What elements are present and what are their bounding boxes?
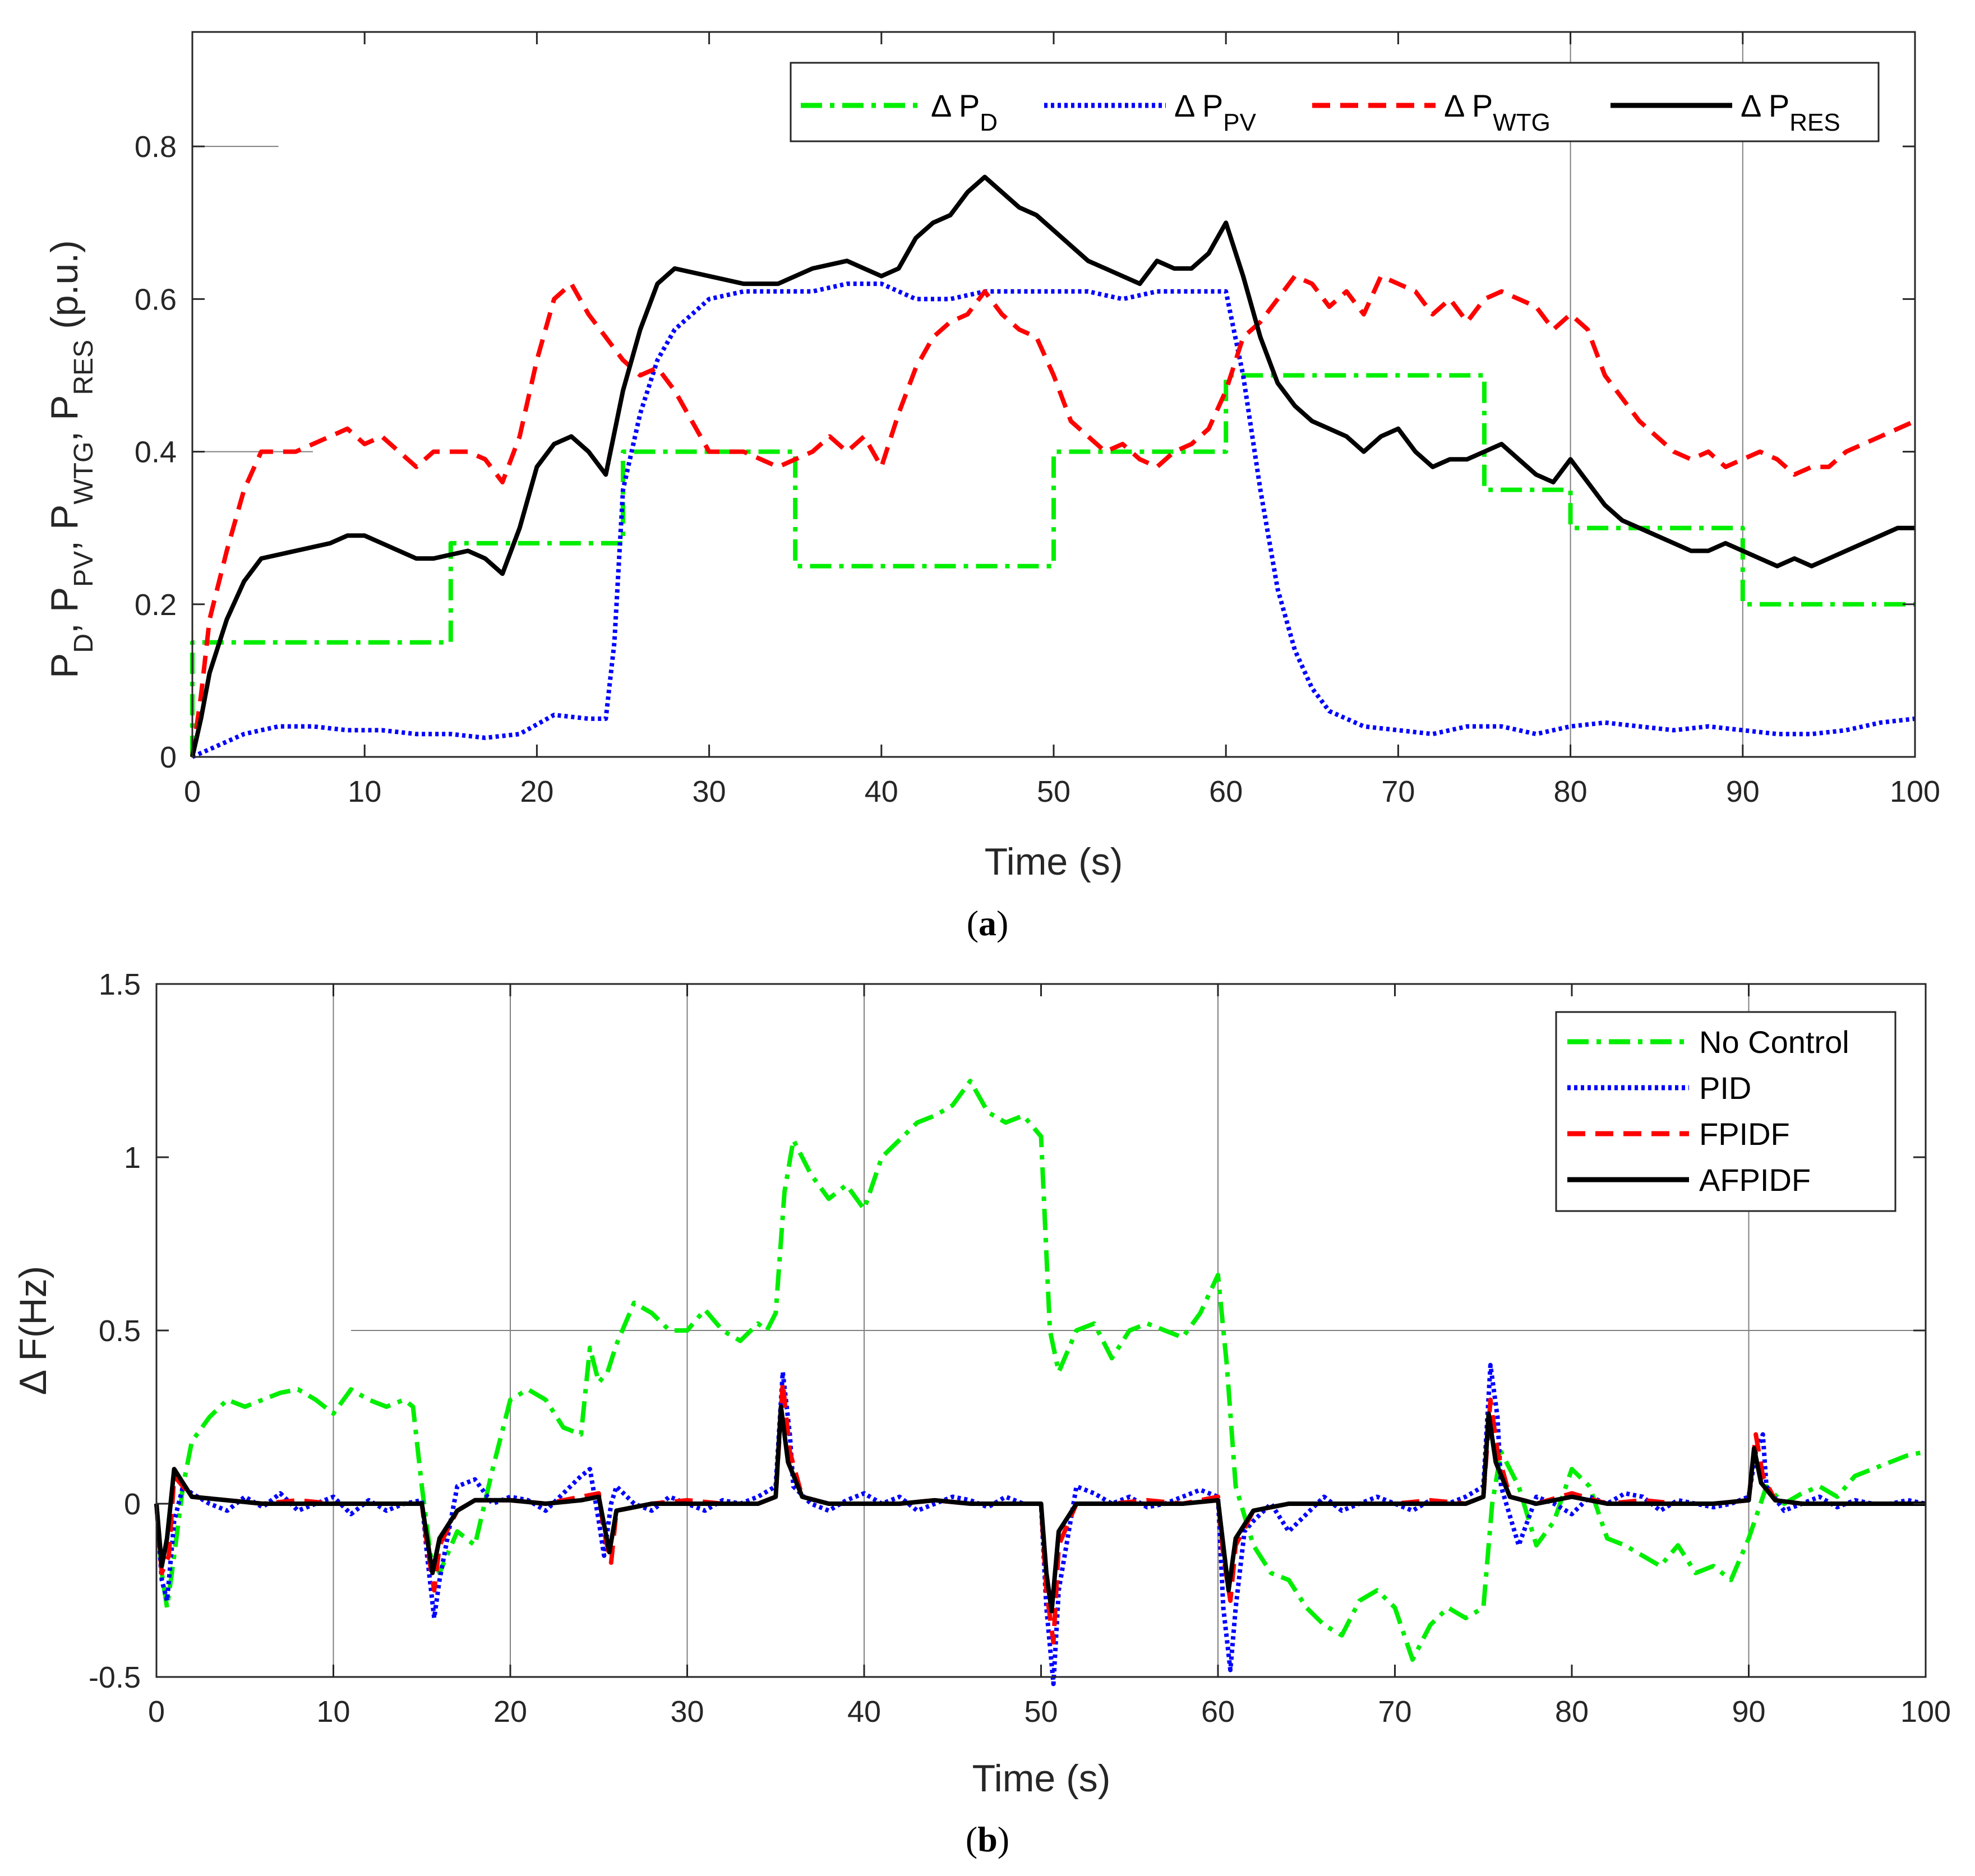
panel-a: 0 10 20 30 40 50 60 70 80 90 100 0 0.2 0.4 0.6 0.8 Time…	[43, 31, 1940, 943]
panel-b-legend: No Control PID FPIDF AFPIDF	[1555, 1011, 1896, 1212]
x-tick-label: 20	[493, 1695, 527, 1729]
x-tick-label: 70	[1378, 1695, 1411, 1729]
y-tick-label: 0.6	[135, 283, 177, 316]
x-tick-label: 50	[1024, 1695, 1058, 1729]
x-tick-label: 10	[348, 775, 381, 808]
legend-label-pid: PID	[1699, 1070, 1751, 1106]
y-tick-label: -0.5	[89, 1661, 141, 1694]
legend-label-afpidf: AFPIDF	[1699, 1162, 1811, 1198]
legend-label-fpidf: FPIDF	[1699, 1116, 1790, 1152]
series-line--p-d	[190, 373, 1915, 757]
x-tick-label: 90	[1726, 775, 1760, 808]
y-tick-label: 0.4	[135, 436, 177, 469]
x-tick-label: 70	[1381, 775, 1415, 808]
legend-label-pd: Δ PD	[931, 88, 998, 136]
panel-b: 0 10 20 30 40 50 60 70 80 90 100-0.500.511.5 Time …	[12, 968, 1951, 1859]
x-tick-label: 10	[316, 1695, 350, 1729]
y-tick-label: 0	[160, 741, 177, 774]
panel-a-ticks: 0 10 20 30 40 50 60 70 80 90 100 0 0.2 0.4 0.6 0.8	[135, 32, 1940, 808]
series-line--p-pv	[191, 281, 1916, 759]
panel-a-gridlines	[192, 32, 1743, 757]
x-tick-label: 100	[1900, 1695, 1951, 1729]
series-line--p-res	[190, 174, 1915, 757]
x-tick-label: 20	[520, 775, 553, 808]
x-tick-label: 60	[1201, 1695, 1235, 1729]
x-tick-label: 50	[1037, 775, 1070, 808]
x-tick-label: 30	[670, 1695, 704, 1729]
panel-a-xlabel: Time (s)	[985, 840, 1123, 883]
legend-label-no-control: No Control	[1699, 1024, 1849, 1060]
series-line--p-wtg	[190, 274, 1916, 757]
panel-a-series	[190, 174, 1916, 759]
x-tick-label: 90	[1732, 1695, 1765, 1729]
y-tick-label: 1.5	[99, 968, 141, 1001]
x-tick-label: 80	[1555, 1695, 1589, 1729]
panel-a-legend: Δ PD Δ PPV Δ PWTG Δ PRES	[790, 62, 1880, 142]
x-tick-label: 100	[1890, 775, 1940, 808]
panel-a-ylabel: PD, PPV, PWTG, PRES (p.u.)	[43, 240, 99, 678]
x-tick-label: 30	[693, 775, 726, 808]
legend-label-pv: Δ PPV	[1174, 88, 1257, 136]
x-tick-label: 60	[1209, 775, 1243, 808]
panel-b-ylabel: Δ F(Hz)	[12, 1266, 54, 1396]
series-line-afpidf	[154, 1404, 1926, 1614]
panel-a-legend-box	[790, 62, 1880, 142]
panel-b-series	[154, 1079, 1926, 1686]
x-tick-label: 0	[148, 1695, 165, 1729]
panel-b-xlabel: Time (s)	[972, 1757, 1111, 1800]
panel-a-caption: (a)	[967, 903, 1009, 943]
panel-b-ticks: 0 10 20 30 40 50 60 70 80 90 100-0.500.511.5	[89, 968, 1951, 1729]
x-tick-label: 0	[184, 775, 201, 808]
x-tick-label: 80	[1554, 775, 1588, 808]
y-tick-label: 1	[124, 1141, 141, 1175]
y-tick-label: 0	[124, 1487, 141, 1521]
y-tick-label: 0.2	[135, 588, 177, 622]
x-tick-label: 40	[847, 1695, 881, 1729]
panel-b-caption: (b)	[966, 1819, 1009, 1859]
x-tick-label: 40	[865, 775, 898, 808]
legend-label-wtg: Δ PWTG	[1444, 88, 1551, 136]
y-tick-label: 0.5	[99, 1314, 141, 1348]
series-line-no-control	[154, 1079, 1926, 1662]
y-tick-label: 0.8	[135, 130, 177, 164]
legend-label-res: Δ PRES	[1741, 88, 1840, 136]
